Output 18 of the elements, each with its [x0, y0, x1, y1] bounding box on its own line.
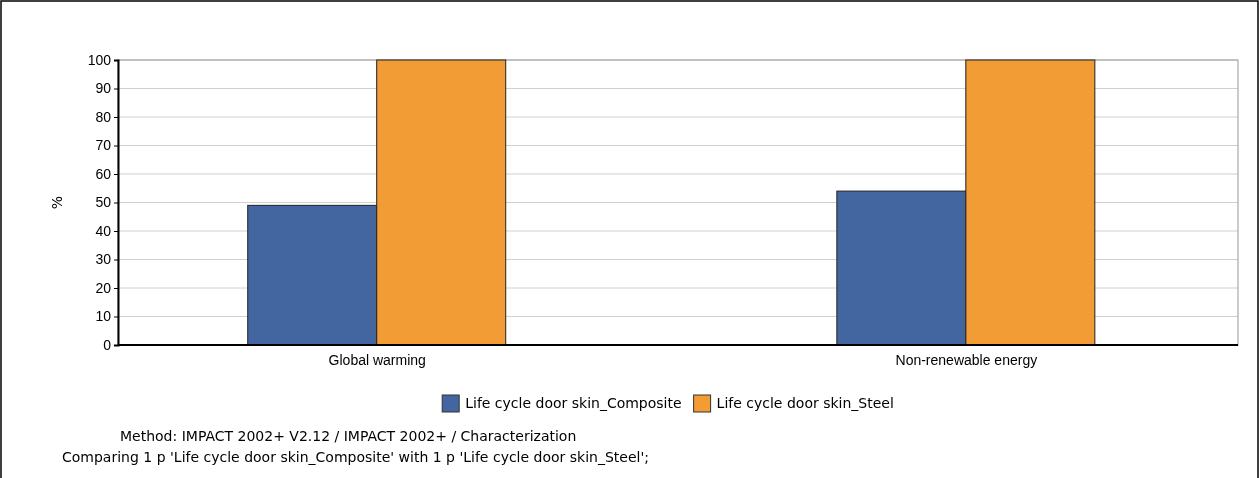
x-tick-label: Non-renewable energy: [895, 351, 1038, 368]
y-tick-label: 0: [103, 336, 112, 353]
y-axis-title: %: [49, 195, 65, 210]
y-tick-label: 50: [95, 194, 112, 211]
text: Comparing 1 p 'Life cycle door skin_Composite' with 1 p 'Life cycle door skin_Steel';: [62, 449, 650, 465]
y-tick-label: 100: [87, 51, 112, 68]
y-tick-label: 60: [95, 165, 112, 182]
y-tick-label: 80: [95, 108, 112, 125]
y-tick-label: 30: [95, 251, 112, 268]
y-tick-label: 90: [95, 80, 112, 97]
y-tick-label: 70: [95, 137, 112, 154]
y-tick-label: 40: [95, 222, 112, 239]
legend-label: Life cycle door skin_Composite: [465, 395, 682, 411]
y-tick-label: 20: [95, 279, 112, 296]
legend-label: Life cycle door skin_Steel: [716, 395, 894, 411]
y-tick-label: 10: [95, 308, 112, 325]
text: Method: IMPACT 2002+ V2.12 / IMPACT 2002+ / Characterization: [120, 428, 577, 444]
x-tick-label: Global warming: [328, 351, 426, 368]
